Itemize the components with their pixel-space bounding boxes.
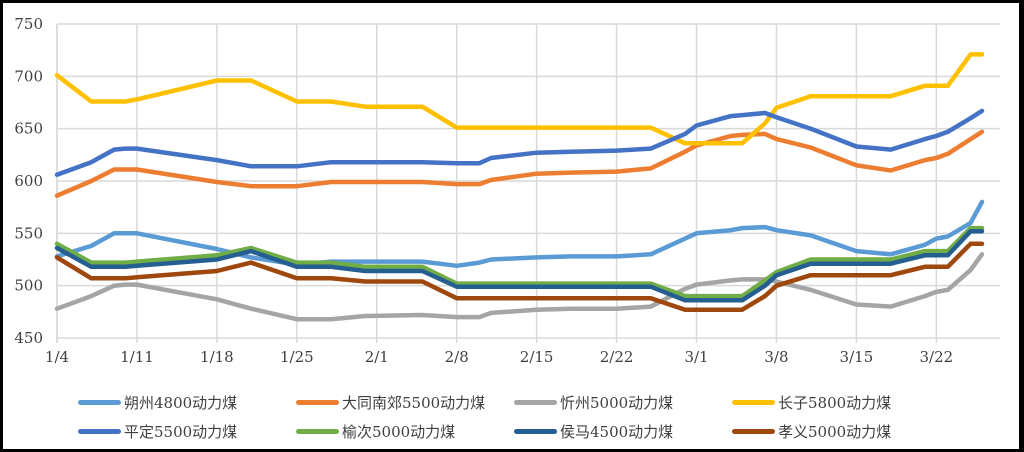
legend-row-2: 平定5500动力煤 榆次5000动力煤 侯马4500动力煤 孝义5000动力煤 [78,417,978,446]
x-tick-label: 1/18 [200,348,234,366]
legend-item: 侯马4500动力煤 [514,421,732,442]
legend-swatch [514,429,557,434]
legend-item: 朔州4800动力煤 [78,392,296,413]
legend-label: 孝义5000动力煤 [778,423,892,441]
legend-swatch [296,429,339,434]
x-tick-label: 2/22 [600,348,634,366]
series-line [54,228,985,303]
chart-legend: 朔州4800动力煤 大同南郊5500动力煤 忻州5000动力煤 长子5800动力… [78,388,978,446]
legend-item: 忻州5000动力煤 [514,392,732,413]
legend-swatch [78,429,121,434]
y-tick-label: 500 [14,277,43,295]
x-tick-label: 2/1 [365,348,389,366]
series-line [54,225,985,299]
legend-row-1: 朔州4800动力煤 大同南郊5500动力煤 忻州5000动力煤 长子5800动力… [78,388,978,417]
legend-label: 忻州5000动力煤 [560,394,674,412]
x-tick-label: 3/8 [764,348,788,366]
y-tick-label: 450 [14,329,43,347]
series-line [54,129,985,198]
series-line [54,241,985,312]
x-tick-label: 3/15 [840,348,874,366]
series-line [54,199,985,269]
x-tick-label: 1/4 [45,348,69,366]
x-tick-label: 3/1 [684,348,708,366]
legend-label: 长子5800动力煤 [778,394,892,412]
x-tick-label: 2/15 [520,348,554,366]
legend-item: 孝义5000动力煤 [732,421,950,442]
legend-label: 榆次5000动力煤 [342,423,456,441]
x-tick-label: 1/25 [280,348,314,366]
series-line [54,52,985,146]
legend-swatch [514,400,557,405]
series-line [54,252,985,322]
y-tick-label: 600 [14,172,43,190]
legend-label: 大同南郊5500动力煤 [342,394,486,412]
chart-area: 450 500 550 600 650 700 750 1/4 1/11 1/18 1/25 2/1 2… [3,3,1019,449]
legend-label: 平定5500动力煤 [124,423,238,441]
y-tick-label: 550 [14,224,43,242]
legend-label: 侯马4500动力煤 [560,423,674,441]
legend-swatch [732,400,775,405]
y-tick-label: 750 [14,15,43,33]
x-tick-label: 2/8 [445,348,469,366]
x-tick-label: 3/22 [919,348,953,366]
legend-swatch [78,400,121,405]
x-tick-label: 1/11 [120,348,154,366]
y-tick-label: 650 [14,120,43,138]
legend-item: 平定5500动力煤 [78,421,296,442]
legend-item: 长子5800动力煤 [732,392,950,413]
legend-swatch [296,400,339,405]
legend-swatch [732,429,775,434]
series-line [54,108,985,177]
legend-label: 朔州4800动力煤 [124,394,238,412]
legend-item: 榆次5000动力煤 [296,421,514,442]
y-tick-label: 700 [14,67,43,85]
legend-item: 大同南郊5500动力煤 [296,392,514,413]
line-chart-plot: 450 500 550 600 650 700 750 1/4 1/11 1/18 1/25 2/1 2… [14,15,1000,366]
